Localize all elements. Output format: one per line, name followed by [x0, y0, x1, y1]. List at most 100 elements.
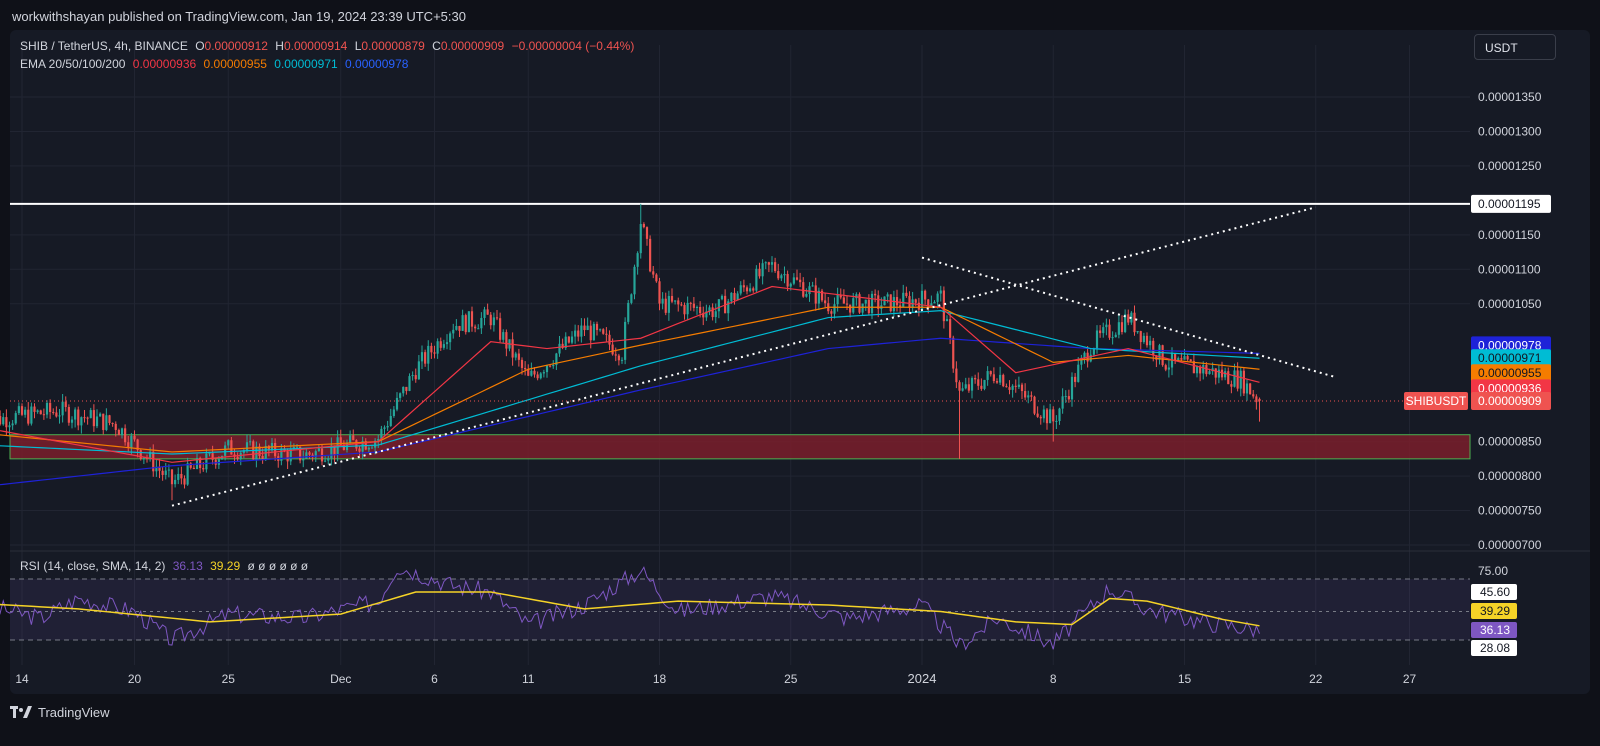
candle-body — [245, 442, 249, 451]
candle-body — [439, 341, 442, 348]
candle-body — [949, 319, 952, 338]
candle-body — [1045, 409, 1049, 424]
candle-body — [983, 379, 986, 389]
candle-body — [858, 294, 861, 313]
candle-body — [577, 330, 580, 337]
candle-body — [786, 274, 789, 287]
candle-body — [405, 386, 408, 391]
candle-body — [314, 451, 317, 458]
candle-body — [717, 299, 720, 312]
candle-body — [224, 445, 227, 456]
rsi-sma-value: 39.29 — [210, 559, 241, 573]
candle-body — [645, 227, 649, 239]
candle-body — [64, 401, 67, 408]
candle-body — [127, 442, 130, 448]
candle-body — [505, 332, 508, 349]
candle-body — [1055, 421, 1058, 423]
candle-body — [1139, 331, 1142, 343]
candle-body — [474, 326, 477, 329]
candle-body — [589, 325, 592, 341]
candle-body — [636, 253, 639, 267]
candle-body — [720, 295, 724, 300]
ema-title[interactable]: EMA 20/50/100/200 — [20, 57, 126, 71]
candle-body — [136, 439, 139, 451]
candle-body — [445, 342, 449, 345]
currency-unit-button[interactable]: USDT — [1474, 34, 1556, 60]
candle-body — [745, 287, 749, 292]
candle-body — [1070, 376, 1074, 400]
candle-body — [74, 409, 77, 420]
candle-body — [120, 428, 124, 436]
rsi-line — [0, 566, 1260, 651]
candle-body — [839, 294, 842, 298]
ema50-line — [0, 306, 1260, 453]
candle-body — [467, 311, 470, 333]
candle-body — [420, 352, 424, 362]
candle-body — [1036, 413, 1039, 417]
candle-body — [1164, 365, 1167, 370]
price-tick-label: 0.00001150 — [1478, 228, 1541, 242]
candle-body — [783, 274, 786, 276]
candle-body — [511, 339, 514, 358]
candle-body — [205, 453, 208, 470]
candle-body — [367, 447, 370, 450]
ema100-line — [0, 310, 1260, 455]
candle-body — [1174, 353, 1177, 361]
candle-body — [89, 410, 92, 419]
candle-body — [152, 451, 155, 472]
candle-body — [470, 311, 474, 327]
support-zone — [9, 434, 1471, 460]
candle-body — [649, 238, 652, 272]
candle-body — [1180, 358, 1183, 360]
ema100-price-tag: 0.00000971 — [1478, 351, 1542, 365]
candle-body — [1042, 409, 1045, 419]
candle-body — [1124, 314, 1127, 333]
resistance-price-tag-bg — [1471, 194, 1551, 213]
candle-body — [792, 277, 795, 284]
candle-body — [1224, 371, 1227, 378]
candle-body — [767, 262, 770, 265]
candle-body — [592, 323, 595, 341]
candle-body — [936, 293, 939, 302]
symbol-label[interactable]: SHIB / TetherUS, 4h, BINANCE — [20, 39, 188, 53]
rsi-title[interactable]: RSI (14, close, SMA, 14, 2) — [20, 559, 166, 573]
candle-body — [758, 268, 761, 277]
candle-body — [680, 304, 683, 306]
candle-body — [580, 325, 583, 337]
candle-body — [542, 372, 545, 374]
candle-body — [295, 446, 299, 448]
candle-body — [317, 448, 320, 452]
candle-body — [352, 435, 355, 441]
time-tick-label: 15 — [1178, 672, 1192, 686]
candle-body — [227, 440, 230, 446]
candle-body — [1205, 364, 1208, 375]
candle-body — [111, 422, 114, 424]
time-tick-label: 11 — [522, 672, 535, 686]
candle-body — [189, 463, 192, 468]
candle-body — [86, 417, 89, 419]
candle-body — [1083, 352, 1086, 358]
ema50-price-tag-bg — [1471, 364, 1551, 383]
candle-body — [524, 367, 527, 370]
candle-body — [342, 445, 345, 450]
candle-body — [1033, 396, 1036, 414]
candle-body — [1245, 383, 1249, 394]
candle-body — [886, 294, 889, 297]
rsi-value-tag-bg — [1471, 622, 1517, 638]
candle-body — [727, 301, 730, 314]
candle-body — [1142, 335, 1145, 343]
candle-body — [702, 313, 705, 318]
candle-body — [1161, 345, 1164, 366]
candle-body — [545, 365, 549, 373]
chart-panel[interactable] — [10, 30, 1590, 694]
ema100-value: 0.00000971 — [274, 57, 338, 71]
candle-body — [808, 286, 811, 295]
low-label: L — [354, 39, 362, 53]
candle-body — [958, 382, 961, 391]
candle-body — [939, 290, 942, 294]
candle-body — [70, 419, 74, 423]
candle-body — [1095, 330, 1099, 349]
candle-body — [686, 302, 689, 315]
candle-body — [477, 328, 480, 330]
